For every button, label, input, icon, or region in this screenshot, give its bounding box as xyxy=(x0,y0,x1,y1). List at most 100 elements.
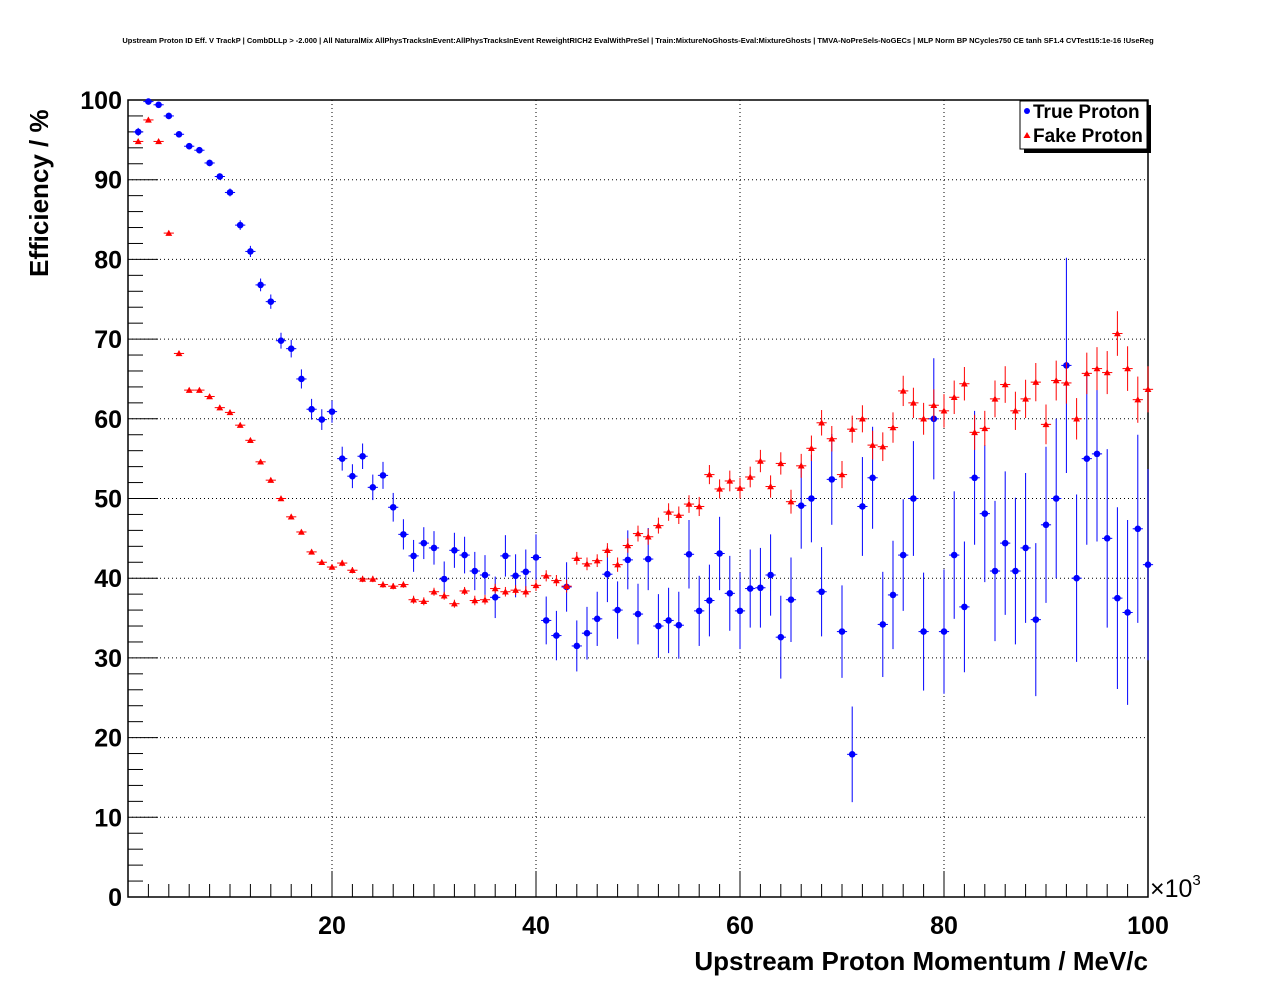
marker-circle xyxy=(838,628,846,635)
marker-triangle xyxy=(287,513,295,520)
data-point xyxy=(398,581,409,588)
data-point xyxy=(224,409,236,416)
marker-circle xyxy=(899,551,907,559)
marker-circle xyxy=(981,510,989,517)
data-point xyxy=(806,435,817,462)
y-tick-label: 30 xyxy=(94,645,122,673)
data-point xyxy=(173,350,185,357)
marker-circle xyxy=(491,594,499,601)
marker-circle xyxy=(206,159,213,167)
y-tick-label: 50 xyxy=(94,486,122,514)
marker-triangle xyxy=(318,558,326,565)
marker-triangle xyxy=(563,582,570,589)
data-point xyxy=(398,519,409,550)
data-point xyxy=(928,389,939,422)
data-point xyxy=(959,366,970,401)
data-point xyxy=(143,116,154,123)
marker-triangle xyxy=(1114,330,1121,337)
marker-triangle xyxy=(216,404,224,411)
data-point xyxy=(683,495,695,513)
marker-circle xyxy=(777,633,785,641)
marker-triangle xyxy=(910,399,917,406)
marker-circle xyxy=(736,607,744,615)
marker-circle xyxy=(1083,455,1091,462)
marker-triangle xyxy=(400,581,407,588)
series-true-proton xyxy=(133,98,1154,803)
marker-circle xyxy=(1001,539,1009,547)
data-point xyxy=(449,532,460,568)
marker-triangle xyxy=(1103,369,1111,376)
data-point xyxy=(1102,449,1113,628)
marker-circle xyxy=(787,596,795,604)
data-point xyxy=(500,535,511,577)
data-point xyxy=(938,394,950,428)
data-point xyxy=(836,461,848,489)
marker-triangle xyxy=(665,508,672,515)
marker-triangle xyxy=(838,471,846,478)
data-point xyxy=(734,477,746,499)
data-point xyxy=(163,229,174,236)
marker-triangle xyxy=(145,116,152,123)
x-tick-label: 20 xyxy=(318,912,346,940)
data-point xyxy=(224,188,236,197)
marker-circle xyxy=(614,606,621,614)
marker-triangle xyxy=(685,500,693,507)
marker-circle xyxy=(624,556,632,564)
data-point xyxy=(724,470,735,492)
marker-circle xyxy=(287,345,295,352)
data-point xyxy=(1122,346,1133,391)
marker-circle xyxy=(573,642,581,650)
marker-circle xyxy=(512,572,519,580)
data-point xyxy=(826,425,837,452)
data-point xyxy=(938,569,950,694)
marker-circle xyxy=(910,495,917,502)
data-point xyxy=(979,410,990,446)
data-point xyxy=(1040,404,1052,445)
marker-triangle xyxy=(808,444,815,452)
data-point xyxy=(775,452,786,475)
data-point xyxy=(785,489,797,514)
marker-triangle xyxy=(1012,407,1019,414)
data-point xyxy=(877,432,888,462)
marker-triangle xyxy=(359,575,366,582)
data-point xyxy=(908,441,919,556)
marker-triangle xyxy=(930,401,938,408)
data-point xyxy=(286,339,297,358)
data-point xyxy=(887,412,899,443)
marker-circle xyxy=(216,173,224,180)
marker-circle xyxy=(369,484,377,491)
data-point xyxy=(898,499,909,611)
data-point xyxy=(1142,366,1154,413)
marker-circle xyxy=(175,130,183,138)
data-series xyxy=(133,98,1154,803)
data-point xyxy=(490,576,501,619)
data-point xyxy=(1132,434,1143,623)
marker-triangle xyxy=(1134,396,1142,403)
data-point xyxy=(1061,362,1072,404)
marker-circle xyxy=(308,405,315,413)
data-point xyxy=(530,579,542,591)
marker-circle xyxy=(1134,525,1142,533)
marker-triangle xyxy=(1032,378,1040,385)
marker-circle xyxy=(522,568,530,576)
legend-box xyxy=(1019,100,1148,150)
data-point xyxy=(204,393,215,400)
data-point xyxy=(918,572,929,691)
marker-triangle xyxy=(981,424,989,432)
data-point xyxy=(816,410,827,436)
data-point xyxy=(714,516,725,591)
axis-ticks xyxy=(127,99,1149,898)
x-axis-multiplier: ×103 xyxy=(1150,872,1201,903)
marker-circle xyxy=(848,751,856,758)
marker-triangle xyxy=(553,577,560,584)
data-point xyxy=(806,454,817,543)
data-point xyxy=(245,245,256,258)
data-point xyxy=(653,517,664,534)
data-point xyxy=(214,404,225,411)
marker-triangle xyxy=(267,476,275,483)
marker-circle xyxy=(1144,561,1152,568)
marker-triangle xyxy=(298,528,305,535)
data-point xyxy=(316,558,327,565)
data-point xyxy=(683,520,695,589)
marker-circle xyxy=(145,98,152,105)
